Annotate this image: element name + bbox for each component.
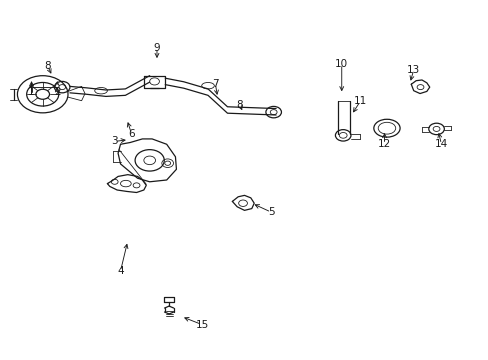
Text: 10: 10 [334, 59, 347, 69]
Text: 7: 7 [212, 78, 218, 89]
Text: 14: 14 [434, 139, 447, 149]
Text: 8: 8 [44, 61, 51, 71]
Text: 2: 2 [54, 87, 61, 98]
Text: 8: 8 [236, 100, 243, 110]
Text: 11: 11 [353, 96, 366, 107]
Text: 1: 1 [28, 87, 35, 98]
Text: 4: 4 [117, 266, 123, 276]
Text: 15: 15 [195, 320, 208, 330]
Text: 6: 6 [128, 129, 135, 139]
Text: 12: 12 [377, 139, 390, 149]
Text: 5: 5 [267, 207, 274, 217]
Text: 9: 9 [153, 43, 160, 53]
Text: 3: 3 [111, 136, 118, 147]
Text: 13: 13 [406, 65, 420, 75]
